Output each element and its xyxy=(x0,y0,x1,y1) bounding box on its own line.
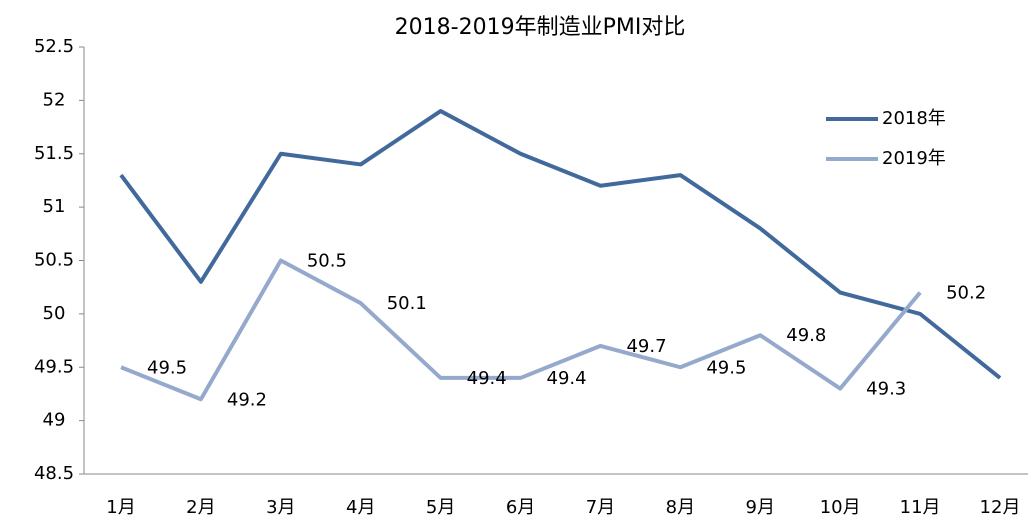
data-label: 49.5 xyxy=(706,357,746,378)
x-tick-label: 10月 xyxy=(820,497,861,518)
y-tick-label: 50 xyxy=(43,303,66,324)
y-tick-label: 48.5 xyxy=(34,463,74,484)
data-label: 50.5 xyxy=(307,251,347,272)
data-label: 49.2 xyxy=(227,389,267,410)
x-tick-label: 8月 xyxy=(666,497,695,518)
y-tick-label: 52 xyxy=(43,89,66,110)
x-tick-label: 6月 xyxy=(506,497,535,518)
y-tick-label: 51.5 xyxy=(34,143,74,164)
x-tick-label: 11月 xyxy=(900,497,941,518)
chart-title: 2018-2019年制造业PMI对比 xyxy=(395,15,686,40)
x-tick-label: 3月 xyxy=(266,497,295,518)
data-label: 49.7 xyxy=(626,336,666,357)
x-tick-label: 12月 xyxy=(980,497,1021,518)
y-tick-label: 52.5 xyxy=(34,36,74,57)
y-tick-label: 51 xyxy=(43,196,66,217)
series-line xyxy=(120,258,922,402)
data-label: 49.8 xyxy=(786,325,826,346)
x-tick-label: 7月 xyxy=(586,497,615,518)
data-label: 49.5 xyxy=(147,357,187,378)
x-tick-label: 9月 xyxy=(746,497,775,518)
data-label: 49.3 xyxy=(866,379,906,400)
y-tick-label: 49 xyxy=(43,410,66,431)
legend-label: 2018年 xyxy=(882,108,946,129)
x-tick-label: 5月 xyxy=(426,497,455,518)
y-tick-label: 49.5 xyxy=(34,356,74,377)
x-tick-label: 4月 xyxy=(346,497,375,518)
series-line xyxy=(119,109,1002,380)
legend-label: 2019年 xyxy=(882,148,946,169)
data-label: 49.4 xyxy=(547,368,587,389)
data-label: 49.4 xyxy=(467,368,507,389)
x-tick-label: 1月 xyxy=(106,497,135,518)
y-tick-label: 50.5 xyxy=(34,250,74,271)
data-label: 50.2 xyxy=(946,283,986,304)
data-label: 50.1 xyxy=(387,293,427,314)
x-tick-label: 2月 xyxy=(186,497,215,518)
